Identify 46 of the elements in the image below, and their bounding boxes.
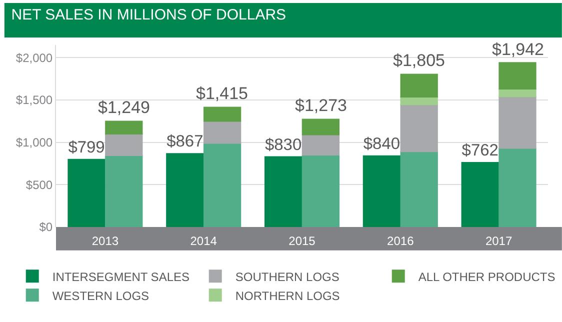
x-tick-label: 2015 xyxy=(288,234,316,248)
bar xyxy=(302,118,340,136)
chart-title: NET SALES IN MILLIONS OF DOLLARS xyxy=(11,6,286,24)
x-tick-label: 2017 xyxy=(485,234,512,248)
y-tick-label: $1,000 xyxy=(16,136,53,150)
bar xyxy=(105,134,143,156)
bar xyxy=(166,153,204,227)
data-label: $867 xyxy=(166,132,204,151)
bar xyxy=(498,96,536,149)
bar xyxy=(68,158,106,227)
bar xyxy=(203,120,242,144)
bar xyxy=(498,62,536,90)
bar xyxy=(203,106,242,122)
data-label: $762 xyxy=(462,142,498,160)
bar xyxy=(203,142,242,227)
x-tick-label: 2016 xyxy=(387,234,414,248)
annotation: $1,415 xyxy=(196,84,248,103)
legend-label: INTERSEGMENT SALES xyxy=(52,270,190,284)
bar xyxy=(264,156,302,227)
bar xyxy=(302,154,340,227)
legend-label: SOUTHERN LOGS xyxy=(235,270,340,284)
data-label: $799 xyxy=(68,138,105,156)
bar xyxy=(400,104,438,152)
data-label: $830 xyxy=(264,136,302,154)
x-tick-label: 2013 xyxy=(92,234,119,248)
legend-label: WESTERN LOGS xyxy=(52,288,150,303)
bar xyxy=(302,134,340,156)
y-tick-label: $2,000 xyxy=(16,50,53,65)
bar xyxy=(105,120,143,135)
bar xyxy=(400,74,438,98)
annotation: $1,249 xyxy=(98,98,150,117)
bar xyxy=(362,155,401,227)
bar xyxy=(498,148,536,227)
x-tick-label: 2014 xyxy=(190,234,218,248)
annotation: $1,805 xyxy=(393,51,445,70)
legend-label: ALL OTHER PRODUCTS xyxy=(418,270,556,284)
bar xyxy=(461,162,499,227)
y-tick-label: $1,500 xyxy=(16,93,53,108)
y-tick-label: $0 xyxy=(39,220,53,234)
bar xyxy=(105,154,143,227)
y-tick-label: $500 xyxy=(26,178,53,192)
annotation: $1,273 xyxy=(295,96,347,115)
data-label: $840 xyxy=(363,135,400,154)
annotation: $1,942 xyxy=(492,40,544,59)
bar xyxy=(400,151,438,227)
legend-label: NORTHERN LOGS xyxy=(235,288,340,303)
